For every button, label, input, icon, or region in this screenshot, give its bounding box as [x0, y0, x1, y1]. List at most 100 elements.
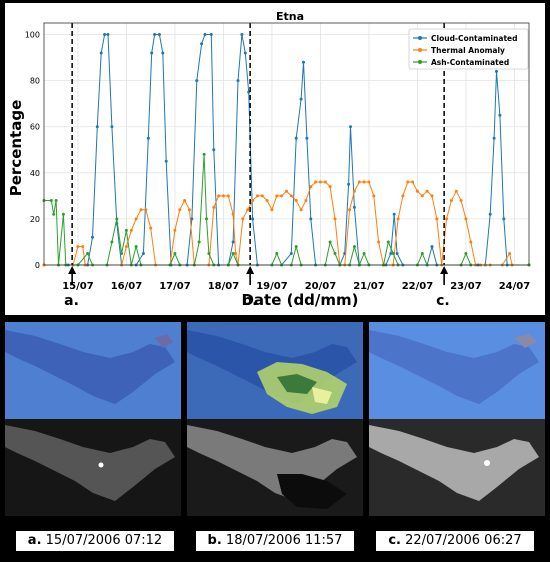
data-point: [110, 240, 114, 244]
data-point: [99, 51, 103, 55]
event-arrowhead-1: [68, 266, 77, 274]
data-point: [226, 194, 230, 198]
legend: Cloud-Contaminated Thermal Anomaly Ash-Con…: [408, 28, 529, 70]
data-point: [195, 79, 199, 83]
caption-a: a. 15/07/2006 07:12: [14, 529, 176, 553]
event-label-1: a.: [64, 293, 79, 309]
data-point: [294, 199, 298, 202]
data-point: [495, 69, 498, 73]
y-axis-label: Percentage: [7, 100, 25, 197]
data-point: [349, 125, 352, 129]
data-point: [411, 180, 415, 184]
data-point: [129, 228, 133, 232]
plot-frame: [43, 22, 530, 266]
data-point: [190, 217, 194, 221]
data-point: [367, 180, 371, 184]
data-point: [207, 252, 211, 255]
data-point: [164, 159, 168, 163]
legend-label: Ash-Contaminated: [431, 58, 509, 67]
x-tick-label: 23/07: [450, 281, 482, 292]
data-point: [314, 180, 318, 184]
x-tick-label: 19/07: [256, 281, 288, 292]
data-point: [178, 208, 182, 212]
data-point: [492, 136, 496, 140]
data-point: [285, 189, 288, 193]
caption-letter: a.: [27, 533, 42, 548]
data-point: [328, 185, 332, 189]
data-point: [240, 33, 244, 36]
data-point: [81, 245, 85, 249]
data-point: [377, 240, 381, 244]
y-tick-label: 20: [30, 215, 40, 224]
event-arrowhead-2: [246, 266, 255, 274]
x-tick-label: 21/07: [353, 281, 385, 292]
data-point: [157, 33, 161, 36]
caption-letter: b.: [207, 533, 222, 548]
rgb-image-a: [5, 322, 181, 419]
caption-letter: c.: [388, 533, 401, 548]
chart-panel: a. b. c. 0 20 40 60 80 100 15/07 16/07 17/07 18/07 1…: [5, 3, 545, 315]
event-label-3: c.: [436, 293, 450, 309]
y-tick-label: 60: [30, 123, 40, 132]
data-point: [260, 194, 264, 198]
caption-b: b. 18/07/2006 11:57: [194, 529, 356, 553]
data-point: [352, 205, 356, 209]
data-point: [348, 208, 352, 212]
data-point: [430, 245, 434, 249]
satellite-image-row: [5, 322, 545, 516]
data-point: [134, 245, 138, 249]
event-label-2: b.: [242, 293, 257, 309]
data-point: [270, 208, 274, 212]
y-tick-label: 100: [25, 31, 40, 40]
grid: [44, 23, 529, 266]
data-point: [362, 252, 366, 255]
data-point: [76, 245, 80, 249]
data-point: [459, 199, 463, 202]
legend-swatch-marker: [418, 60, 422, 64]
data-point: [406, 180, 410, 184]
data-point: [328, 240, 332, 244]
line-chart: a. b. c. 0 20 40 60 80 100 15/07 16/07 17/07 18/07 1…: [7, 10, 531, 309]
legend-swatch-marker: [418, 36, 422, 40]
caption-text: 22/07/2006 06:27: [405, 533, 522, 548]
data-point: [203, 33, 207, 36]
x-tick-label: 15/07: [62, 281, 94, 292]
data-point: [352, 189, 356, 193]
chart-title: Etna: [276, 10, 304, 23]
data-point: [392, 212, 396, 216]
x-axis-label: Date (dd/mm): [241, 291, 358, 309]
data-point: [333, 217, 337, 221]
data-point: [146, 136, 150, 140]
data-point: [231, 252, 235, 255]
x-tick-label: 18/07: [208, 281, 240, 292]
data-point: [299, 97, 303, 101]
data-point: [197, 240, 201, 244]
data-point: [389, 252, 393, 255]
y-tick-label: 0: [35, 261, 40, 270]
data-point: [149, 226, 153, 230]
data-point: [106, 33, 110, 36]
x-tick-label: 20/07: [305, 281, 337, 292]
data-point: [445, 217, 449, 221]
data-point: [231, 240, 235, 244]
series-line: [44, 154, 529, 267]
legend-label: Cloud-Contaminated: [431, 34, 518, 43]
data-point: [415, 189, 419, 193]
data-point: [153, 33, 157, 36]
thermal-image-c: [369, 419, 545, 516]
legend-box: [408, 28, 529, 70]
data-point: [430, 194, 434, 198]
data-point: [209, 33, 213, 36]
data-point: [401, 194, 405, 198]
event-markers: a. b. c.: [64, 23, 450, 309]
axes: 0 20 40 60 80 100 15/07 16/07 17/07 18/07 19/07 20/…: [25, 22, 530, 292]
data-point: [469, 240, 473, 244]
data-point: [294, 136, 298, 140]
data-point: [139, 208, 143, 212]
image-tile-b: [187, 322, 363, 516]
data-point: [124, 228, 128, 232]
data-point: [188, 208, 191, 212]
data-point: [236, 79, 240, 83]
data-point: [251, 199, 255, 202]
data-point: [212, 205, 216, 209]
